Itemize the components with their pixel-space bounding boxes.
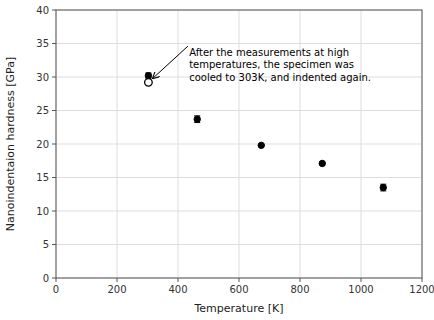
point — [258, 142, 264, 148]
tick-label-y: 35 — [36, 38, 49, 49]
tick-label-x: 1200 — [409, 284, 434, 295]
data — [145, 72, 387, 190]
point — [145, 72, 151, 78]
tick-y — [52, 177, 56, 178]
grid-line-y — [56, 177, 422, 178]
tick-label-y: 25 — [36, 105, 49, 116]
tick-x — [422, 278, 423, 282]
y-axis-label: Nanoindentaion hardness [GPa] — [4, 57, 17, 231]
axes: 0 200 400 600 800 1000 1200 0 5 10 15 20 25 30 35 40 — [36, 5, 434, 296]
annotation-line: After the measurements at high — [189, 47, 349, 58]
point — [319, 160, 325, 166]
tick-y — [52, 244, 56, 245]
tick-label-x: 800 — [290, 284, 309, 295]
grid-line-y — [56, 211, 422, 212]
grid-line-y — [56, 244, 422, 245]
tick-label-x: 1000 — [348, 284, 373, 295]
tick-label-y: 30 — [36, 72, 49, 83]
error-bar — [194, 116, 200, 123]
annotation: After the measurements at hightemperatur… — [189, 47, 371, 83]
annotation-line: temperatures, the specimen was — [189, 59, 354, 70]
tick-x — [300, 278, 301, 282]
tick-label-x: 400 — [168, 284, 187, 295]
tick-label-y: 40 — [36, 5, 49, 16]
error-bar — [145, 73, 151, 78]
point — [194, 116, 200, 122]
tick-x — [178, 278, 179, 282]
grid-line-y — [56, 110, 422, 111]
tick-label-y: 15 — [36, 172, 49, 183]
tick-label-x: 0 — [53, 284, 59, 295]
grid-line-y — [56, 144, 422, 145]
annotation-line: cooled to 303K, and indented again. — [189, 72, 371, 83]
chart: 0 200 400 600 800 1000 1200 0 5 10 15 20 25 30 35 40 Tem… — [0, 0, 434, 320]
tick-x — [117, 278, 118, 282]
tick-x — [56, 278, 57, 282]
point — [380, 184, 386, 190]
tick-y — [52, 144, 56, 145]
tick-y — [52, 43, 56, 44]
tick-label-x: 200 — [107, 284, 126, 295]
tick-label-y: 0 — [43, 273, 49, 284]
tick-y — [52, 77, 56, 78]
tick-y — [52, 211, 56, 212]
series — [145, 79, 153, 87]
plot-frame — [56, 10, 422, 278]
tick-x — [239, 278, 240, 282]
tick-y — [52, 278, 56, 279]
open-point — [145, 79, 153, 87]
grid — [56, 10, 422, 278]
tick-x — [361, 278, 362, 282]
series — [145, 72, 386, 190]
x-axis-label: Temperature [K] — [194, 302, 284, 315]
tick-y — [52, 10, 56, 11]
annotation-arrow — [153, 46, 188, 78]
error-bar — [380, 184, 386, 191]
tick-label-y: 20 — [36, 139, 49, 150]
tick-label-y: 10 — [36, 206, 49, 217]
grid-line-y — [56, 43, 422, 44]
tick-label-x: 600 — [229, 284, 248, 295]
tick-y — [52, 110, 56, 111]
tick-label-y: 5 — [43, 239, 49, 250]
